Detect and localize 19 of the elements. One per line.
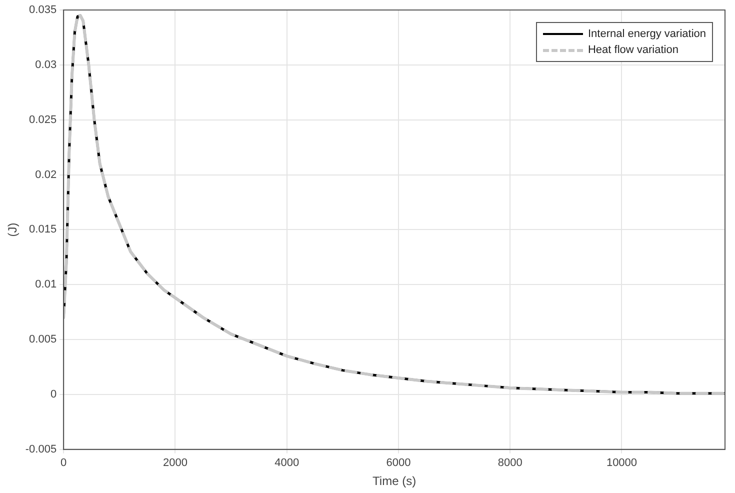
- y-tick-label: 0.03: [35, 58, 57, 71]
- x-tick-label: 4000: [274, 457, 300, 470]
- y-tick-label: 0.02: [35, 168, 57, 181]
- x-tick-label: 2000: [162, 457, 188, 470]
- y-tick-label: 0.025: [29, 114, 57, 126]
- x-tick-label: 10000: [606, 457, 638, 470]
- y-tick-label: 0.035: [29, 4, 57, 16]
- legend-label: Heat flow variation: [588, 44, 678, 56]
- y-tick-label: -0.005: [25, 443, 57, 456]
- y-axis-title: (J): [6, 222, 20, 237]
- y-tick-label: 0.005: [29, 334, 57, 346]
- x-tick-label: 6000: [386, 457, 411, 470]
- y-tick-label: 0.015: [29, 224, 57, 236]
- y-tick-label: 0: [50, 388, 57, 401]
- y-tick-label: 0.01: [35, 278, 57, 291]
- x-tick-label: 0: [60, 457, 67, 470]
- x-tick-label: 8000: [498, 457, 522, 470]
- legend-label: Internal energy variation: [588, 28, 706, 40]
- x-axis-title: Time (s): [372, 474, 416, 488]
